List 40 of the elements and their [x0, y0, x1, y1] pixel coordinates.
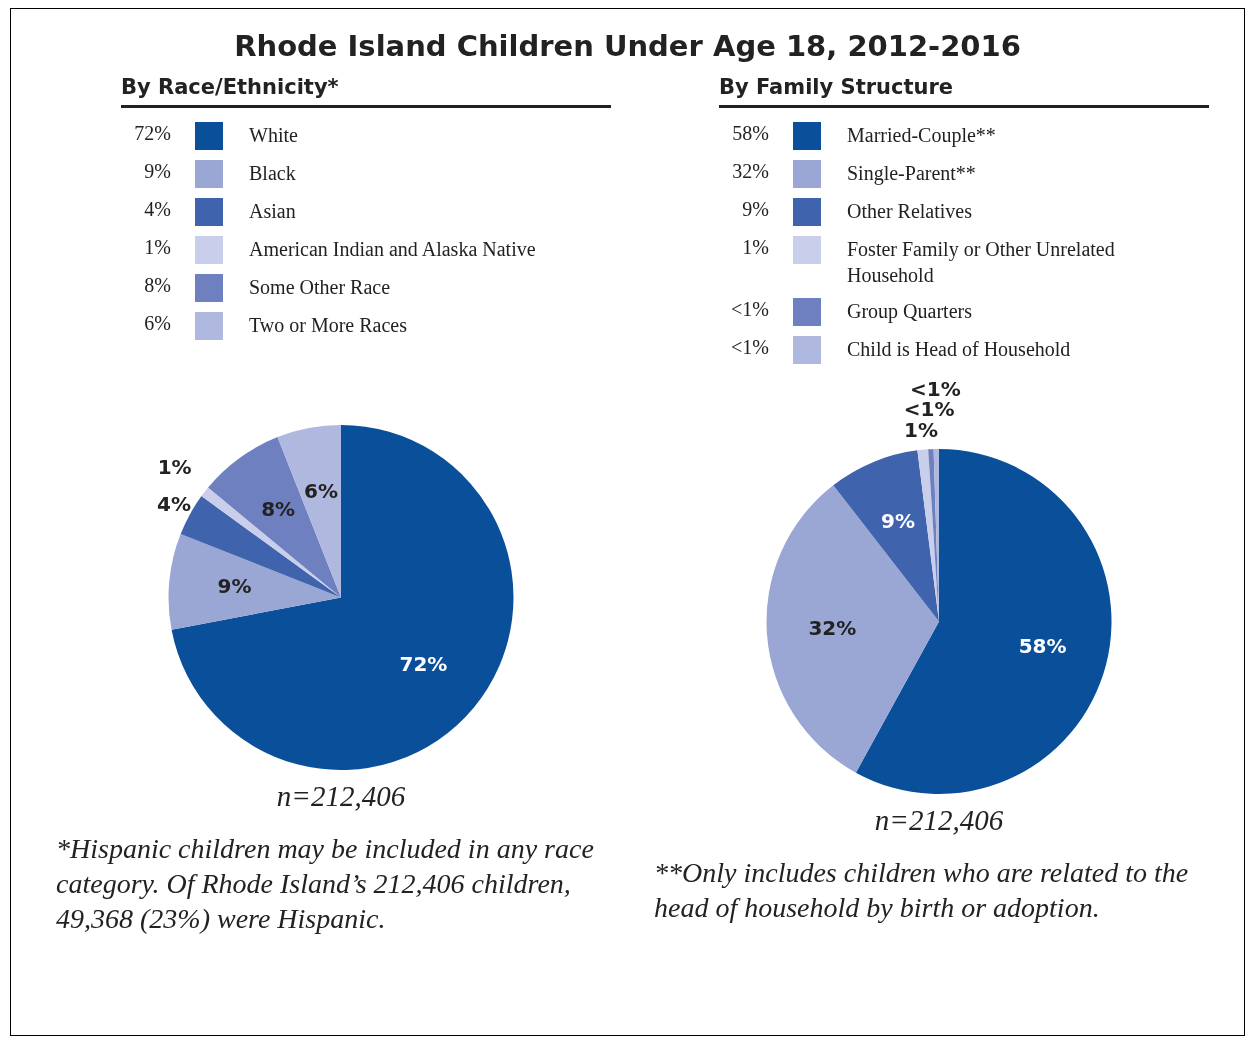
legend-label: Two or More Races	[249, 313, 407, 338]
legend-label: Other Relatives	[847, 199, 972, 224]
text: Rhode Island Children Under Age 18, 2012-2016	[233, 29, 1022, 65]
text: <1%	[731, 336, 769, 358]
text: n=212,406	[874, 804, 1004, 837]
legend-label: Married-Couple**	[847, 123, 996, 148]
text: **Only includes children who are related to the head of household by birth or adoption.	[654, 856, 1190, 925]
text: 8%	[144, 274, 171, 296]
text: 32%	[732, 160, 769, 182]
legend-label: Child is Head of Household	[847, 337, 1071, 362]
text: 9%	[742, 198, 769, 220]
legend-label: Asian	[249, 199, 296, 224]
text: <1%	[731, 298, 769, 320]
data-label: 9%	[217, 573, 252, 598]
legend-label: Single-Parent**	[847, 161, 976, 186]
text: 1%	[742, 236, 769, 258]
legend-label: Some Other Race	[249, 275, 391, 300]
text: 1%	[144, 236, 171, 258]
data-label: 32%	[808, 616, 857, 641]
text: 4%	[144, 198, 171, 220]
text: 6%	[144, 312, 171, 334]
legend-label: Group Quarters	[847, 299, 972, 324]
text: 9%	[144, 160, 171, 182]
legend-label: Black	[249, 161, 296, 186]
legend-label: Foster Family or Other Unrelated Household	[847, 237, 1116, 288]
data-label: 8%	[261, 497, 296, 522]
text: n=212,406	[276, 780, 406, 813]
legend-label: American Indian and Alaska Native	[249, 237, 536, 262]
data-label: 6%	[303, 478, 338, 503]
data-label: 1%	[157, 454, 192, 479]
data-label: 72%	[399, 651, 448, 676]
data-label: 9%	[881, 508, 916, 533]
chart-subtitle: By Race/Ethnicity*	[121, 69, 611, 108]
text: 58%	[732, 122, 769, 144]
text: 72%	[134, 122, 171, 144]
text: *Hispanic children may be included in any race category. Of Rhode Island’s 212,406 children, 49,368 (23%) were Hispanic.	[56, 832, 595, 936]
data-label: 58%	[1018, 634, 1067, 659]
legend-label: White	[249, 123, 298, 148]
chart-subtitle: By Family Structure	[719, 69, 1209, 108]
data-label: 4%	[157, 491, 192, 516]
